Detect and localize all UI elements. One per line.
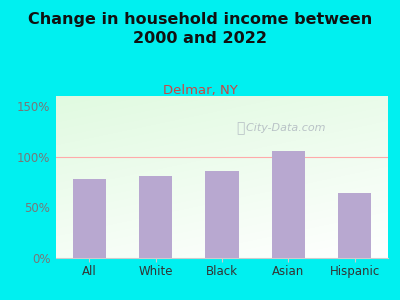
Text: Change in household income between
2000 and 2022: Change in household income between 2000 … (28, 12, 372, 46)
Bar (338, 193, 372, 258)
Text: ⦿: ⦿ (236, 122, 244, 135)
Bar (73, 179, 106, 258)
Bar (139, 176, 172, 258)
Bar (272, 151, 305, 258)
Text: City-Data.com: City-Data.com (238, 123, 325, 134)
Text: Delmar, NY: Delmar, NY (163, 84, 237, 97)
Bar (206, 171, 238, 258)
